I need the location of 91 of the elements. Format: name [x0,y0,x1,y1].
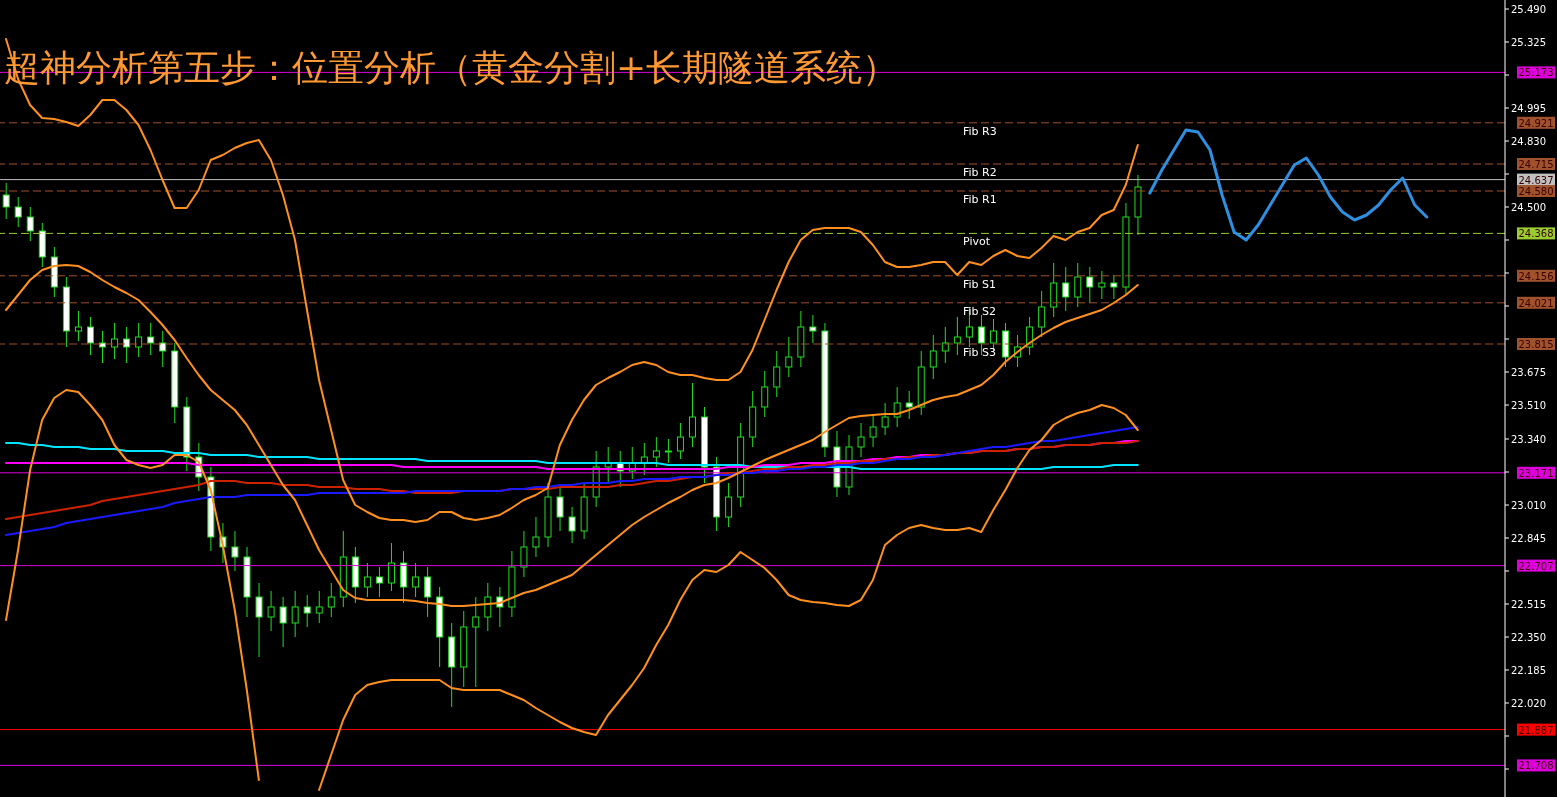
candlestick [773,350,781,398]
line-series [5,426,1139,536]
text: 24.368 [1518,228,1554,240]
candlestick [881,402,889,436]
y-tick-label: 22.845 [1511,532,1546,544]
candlestick [147,322,155,356]
candlestick [857,422,865,458]
candlestick [363,562,371,598]
candlestick [809,314,817,344]
text: 25.173 [1518,67,1554,79]
candlestick [291,590,299,638]
candlestick [267,590,275,632]
candlestick [303,594,311,628]
ref-line-label: Fib S1 [963,277,997,291]
y-tick-label: 23.675 [1511,366,1546,378]
text: 23.171 [1518,467,1554,479]
text: 24.637 [1518,174,1554,186]
candlestick [761,370,769,418]
candlestick [1074,262,1082,308]
text: 24.715 [1518,159,1554,170]
candlestick [2,182,10,220]
y-tick-label: 23.340 [1511,433,1546,445]
y-tick-label: 24.500 [1511,201,1546,213]
candlestick [159,330,167,368]
candlestick [1098,270,1106,300]
y-tick-label: 25.325 [1511,36,1546,48]
ref-line-label: Fib R3 [963,124,997,138]
text: 24.580 [1518,186,1554,197]
y-tick-label: 22.185 [1511,664,1546,676]
candlestick [1110,274,1118,300]
text: 24.156 [1518,270,1554,282]
candlestick [99,330,107,364]
y-tick-label: 23.010 [1511,499,1546,511]
candlestick [929,334,937,380]
candlestick [676,422,684,460]
candlestick [327,582,335,618]
candlestick [568,506,576,544]
candlestick [1050,262,1058,318]
candlestick [532,516,540,558]
candlestick [472,596,480,688]
text: 22.707 [1518,560,1554,572]
ref-line-label: Fib R1 [963,193,997,206]
candlestick [664,438,672,464]
candlestick [14,196,22,228]
candlestick [231,530,239,572]
candlestick [652,436,660,468]
candlestick [1062,266,1070,312]
candlestick [869,414,877,448]
candlestick [111,322,119,360]
y-tick-label: 24.995 [1511,102,1546,114]
line-series [1148,128,1429,242]
ref-line-label: Fib S3 [963,346,997,359]
y-tick-label: 23.510 [1511,399,1546,411]
candlestick [953,316,961,356]
y-tick-label: 22.515 [1511,598,1546,610]
ref-line-label: Pivot [963,235,991,249]
y-tick-label: 25.490 [1511,3,1546,15]
text: 24.021 [1518,297,1554,309]
text: 23.815 [1518,339,1554,350]
candlestick [387,542,395,592]
y-tick-label: 22.020 [1511,697,1546,709]
text: 21.708 [1518,760,1554,772]
candlestick [255,582,263,658]
candlestick [941,326,949,364]
y-tick-label: 22.350 [1511,631,1546,643]
candlestick [400,550,408,604]
candlestick [688,382,696,448]
candlestick [279,596,287,648]
line-series [5,38,1139,523]
candlestick [905,390,913,420]
candlestick [556,486,564,532]
candlestick [484,582,492,632]
text: 24.921 [1518,117,1554,129]
candlestick [520,530,528,578]
candlestick [74,310,82,342]
candlestick [315,590,323,624]
candlestick [86,316,94,356]
candlestick [1038,290,1046,338]
candlestick [135,322,143,358]
line-series [5,440,1139,520]
ref-line-label: Fib R2 [963,166,997,179]
y-tick-label: 24.830 [1511,135,1546,147]
text: 21.887 [1518,724,1554,736]
candlestick [412,562,420,598]
candlestick [26,206,34,242]
candlestick [123,326,131,364]
candlestick [725,482,733,528]
candlestick [785,336,793,378]
candlestick [424,566,432,618]
candlestick [1086,266,1094,304]
candlestick [375,566,383,598]
